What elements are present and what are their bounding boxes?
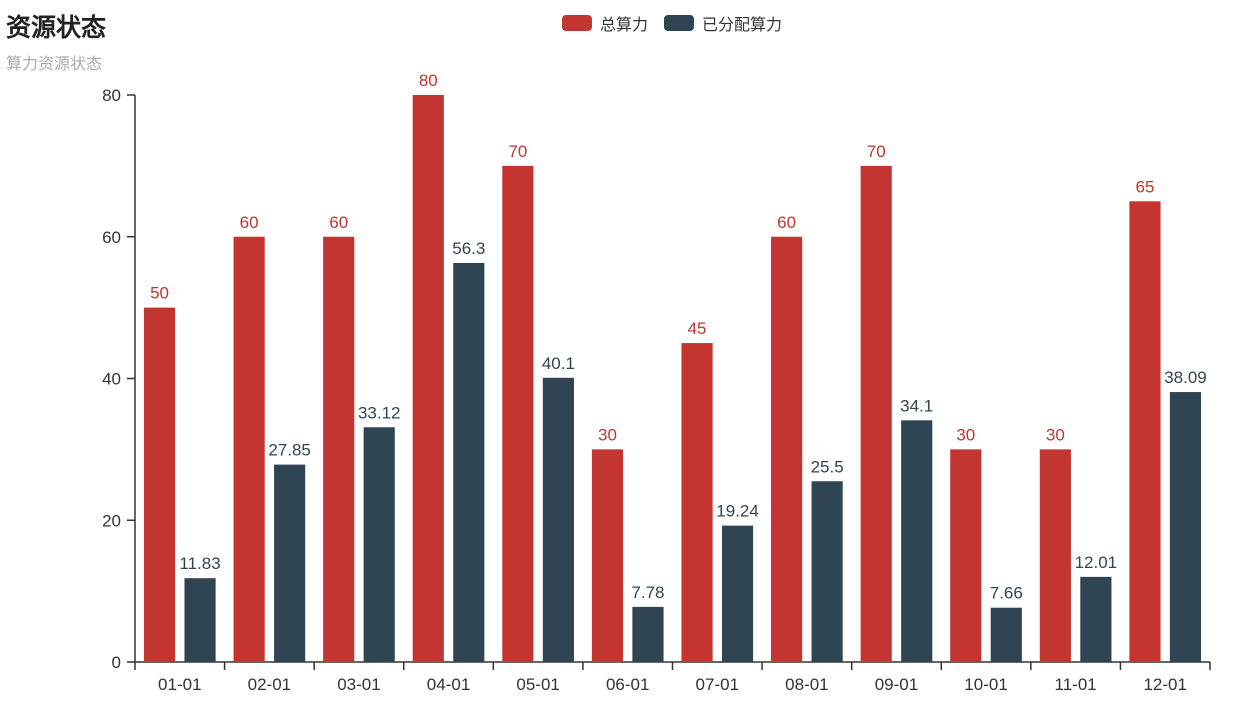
legend-swatch-allocated-icon <box>664 15 694 31</box>
bar-total-capacity[interactable] <box>502 165 534 662</box>
x-axis-label: 06-01 <box>606 675 649 694</box>
bar-value-label: 12.01 <box>1075 553 1118 572</box>
x-axis-label: 12-01 <box>1143 675 1186 694</box>
bar-value-label: 25.5 <box>811 457 844 476</box>
bar-allocated-capacity[interactable] <box>184 578 216 662</box>
legend-label-allocated: 已分配算力 <box>702 17 783 34</box>
legend-swatch-total-icon <box>561 15 592 31</box>
bar-allocated-capacity[interactable] <box>542 377 574 662</box>
bar-allocated-capacity[interactable] <box>1080 576 1112 662</box>
bar-total-capacity[interactable] <box>591 449 624 662</box>
x-axis-label: 04-01 <box>427 675 470 694</box>
bar-value-label: 65 <box>1135 177 1154 196</box>
bar-total-capacity[interactable] <box>412 95 444 662</box>
bar-allocated-capacity[interactable] <box>632 606 664 662</box>
bar-allocated-capacity[interactable] <box>901 420 933 662</box>
bar-value-label: 80 <box>419 71 438 90</box>
bar-value-label: 38.09 <box>1164 368 1207 387</box>
x-axis-label: 05-01 <box>516 675 559 694</box>
y-axis-label: 0 <box>112 653 121 672</box>
y-axis-label: 60 <box>102 228 121 247</box>
x-axis-label: 08-01 <box>785 675 828 694</box>
bar-value-label: 45 <box>688 319 707 338</box>
bar-allocated-capacity[interactable] <box>990 607 1022 662</box>
bar-allocated-capacity[interactable] <box>1169 392 1202 662</box>
bar-value-label: 60 <box>777 213 796 232</box>
y-axis-label: 40 <box>102 370 121 389</box>
bar-total-capacity[interactable] <box>323 236 355 662</box>
x-axis-label: 03-01 <box>337 675 380 694</box>
bar-total-capacity[interactable] <box>681 343 713 662</box>
x-axis-label: 01-01 <box>158 675 201 694</box>
bar-allocated-capacity[interactable] <box>811 481 843 662</box>
bar-total-capacity[interactable] <box>771 236 803 662</box>
bar-allocated-capacity[interactable] <box>363 427 395 662</box>
bar-value-label: 70 <box>508 142 527 161</box>
bar-value-label: 27.85 <box>268 441 311 460</box>
bar-total-capacity[interactable] <box>860 165 892 662</box>
bar-value-label: 40.1 <box>542 354 575 373</box>
bar-value-label: 30 <box>956 425 975 444</box>
bar-total-capacity[interactable] <box>1129 201 1161 662</box>
x-axis-label: 09-01 <box>875 675 918 694</box>
x-axis-label: 02-01 <box>248 675 291 694</box>
bar-allocated-capacity[interactable] <box>453 262 485 662</box>
x-axis-label: 07-01 <box>696 675 739 694</box>
bar-total-capacity[interactable] <box>950 449 982 662</box>
x-axis-label: 10-01 <box>964 675 1007 694</box>
bar-total-capacity[interactable] <box>143 307 176 662</box>
page-subtitle: 算力资源状态 <box>6 56 103 73</box>
bar-value-label: 34.1 <box>900 396 933 415</box>
bar-allocated-capacity[interactable] <box>274 464 306 662</box>
bar-total-capacity[interactable] <box>1039 449 1071 662</box>
bar-value-label: 30 <box>598 425 617 444</box>
bar-value-label: 60 <box>240 213 259 232</box>
bar-value-label: 30 <box>1046 425 1065 444</box>
bar-value-label: 56.3 <box>452 239 485 258</box>
chart-legend: 总算力 已分配算力 <box>561 11 782 35</box>
legend-label-total: 总算力 <box>599 17 648 34</box>
x-axis-label: 11-01 <box>1055 675 1097 694</box>
page-title: 资源状态 <box>6 14 107 42</box>
legend-item-allocated-capacity[interactable]: 已分配算力 <box>664 11 782 35</box>
bar-value-label: 19.24 <box>716 502 759 521</box>
bar-total-capacity[interactable] <box>233 236 265 662</box>
bar-value-label: 7.66 <box>990 584 1023 603</box>
bar-value-label: 60 <box>329 213 348 232</box>
legend-item-total-capacity[interactable]: 总算力 <box>561 11 648 35</box>
bar-value-label: 33.12 <box>358 403 401 422</box>
bar-value-label: 7.78 <box>631 583 664 602</box>
bar-allocated-capacity[interactable] <box>721 525 754 662</box>
bar-value-label: 70 <box>867 142 886 161</box>
bar-value-label: 11.83 <box>179 554 220 573</box>
y-axis-label: 20 <box>102 511 121 530</box>
bar-value-label: 50 <box>150 284 169 303</box>
y-axis-label: 80 <box>102 86 121 105</box>
